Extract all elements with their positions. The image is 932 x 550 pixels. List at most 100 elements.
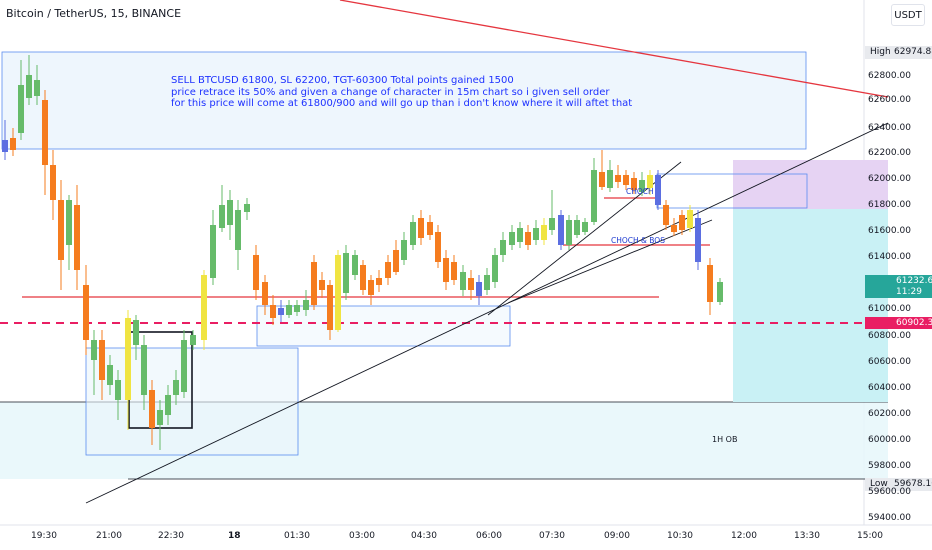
candle-body <box>173 380 179 395</box>
price-tick-label: 61800.00 <box>868 200 911 210</box>
candle-body <box>26 75 32 98</box>
time-tick-label: 06:00 <box>476 531 502 541</box>
candle-body <box>311 262 317 305</box>
price-tick-label: 60400.00 <box>868 383 911 393</box>
candle-body <box>549 218 555 230</box>
annotation-line-1: SELL BTCUSD 61800, SL 62200, TGT-60300 T… <box>171 75 514 86</box>
candle-body <box>533 228 539 240</box>
downtrend-line[interactable] <box>339 0 889 98</box>
candle-body <box>34 80 40 96</box>
candle-body <box>509 232 515 245</box>
last-price-badge <box>865 275 932 298</box>
candle-body <box>476 282 482 296</box>
candle-body <box>717 282 723 302</box>
candle-body <box>74 205 80 270</box>
time-tick-label: 21:00 <box>96 531 122 541</box>
candle-body <box>393 250 399 272</box>
candle-body <box>262 282 268 305</box>
currency-button[interactable]: USDT <box>891 4 925 26</box>
marked-price-badge <box>865 317 932 329</box>
marked-price-value: 60902.33 <box>896 318 932 328</box>
candle-body <box>2 140 8 152</box>
candle-body <box>410 222 416 245</box>
candle-body <box>278 308 284 315</box>
candlestick-series[interactable] <box>2 55 723 450</box>
candle-body <box>376 278 382 285</box>
time-tick-label: 12:00 <box>731 531 757 541</box>
choch-bos-label: CHOCH & BOS <box>611 236 665 245</box>
candle-body <box>219 205 225 228</box>
candle-body <box>133 320 139 345</box>
price-tick-label: 61600.00 <box>868 226 911 236</box>
candle-body <box>368 280 374 295</box>
high-badge <box>865 46 932 59</box>
candle-body <box>210 225 216 278</box>
time-tick-label: 07:30 <box>539 531 565 541</box>
candle-body <box>492 255 498 282</box>
candle-body <box>201 275 207 340</box>
choch-label-top: CHOCH <box>626 187 654 196</box>
candle-body <box>695 218 701 262</box>
time-tick-label: 22:30 <box>158 531 184 541</box>
candle-body <box>303 300 309 310</box>
candle-body <box>574 220 580 235</box>
candle-body <box>385 262 391 278</box>
candle-body <box>484 275 490 290</box>
candle-body <box>99 340 105 380</box>
last-price-value: 61232.67 <box>896 276 932 286</box>
time-tick-label: 01:30 <box>284 531 310 541</box>
candle-body <box>125 318 131 400</box>
candle-body <box>582 222 588 232</box>
time-tick-label: 18 <box>228 531 241 541</box>
candle-body <box>599 172 605 187</box>
candle-body <box>91 340 97 360</box>
candle-body <box>294 305 300 312</box>
time-tick-label: 03:00 <box>349 531 375 541</box>
uptrend-line-long[interactable] <box>85 122 889 504</box>
candle-body <box>157 410 163 425</box>
candle-body <box>352 255 358 275</box>
candle-body <box>631 178 637 190</box>
candle-body <box>253 255 259 290</box>
candle-body <box>655 175 661 205</box>
annotation-box[interactable] <box>1 51 807 150</box>
candle-body <box>443 258 449 282</box>
candle-body <box>623 175 629 185</box>
candle-body <box>319 280 325 290</box>
price-tick-label: 60600.00 <box>868 357 911 367</box>
candle-body <box>517 228 523 242</box>
candle-body <box>591 170 597 222</box>
candle-body <box>468 278 474 290</box>
trade-annotation: SELL BTCUSD 61800, SL 62200, TGT-60300 T… <box>171 75 632 110</box>
candle-body <box>18 85 24 133</box>
candle-body <box>335 255 341 330</box>
stop-zone[interactable] <box>733 160 888 209</box>
candle-body <box>286 305 292 315</box>
candle-body <box>343 253 349 293</box>
candle-body <box>451 262 457 280</box>
candle-body <box>327 285 333 330</box>
annotation-line-2: price retrace its 50% and given a change… <box>171 86 610 98</box>
candle-body <box>181 340 187 392</box>
candle-body <box>427 222 433 235</box>
candle-body <box>647 175 653 188</box>
time-tick-label: 10:30 <box>667 531 693 541</box>
price-tick-label: 62200.00 <box>868 148 911 158</box>
candle-body <box>165 395 171 415</box>
candle-body <box>615 175 621 182</box>
candle-body <box>418 218 424 238</box>
low-badge <box>865 478 932 491</box>
candle-body <box>141 345 147 395</box>
annotation-line-3: for this price will come at 61800/900 an… <box>171 98 633 109</box>
price-tick-label: 59800.00 <box>868 461 911 471</box>
high-label: High <box>870 47 891 57</box>
time-tick-label: 19:30 <box>31 531 57 541</box>
price-tick-label: 62000.00 <box>868 174 911 184</box>
range-box-middle[interactable] <box>256 305 511 347</box>
candle-body <box>66 200 72 245</box>
target-zone[interactable] <box>733 209 888 402</box>
candle-body <box>687 210 693 228</box>
uptrend-line-mid[interactable] <box>507 219 713 304</box>
candle-body <box>525 232 531 245</box>
